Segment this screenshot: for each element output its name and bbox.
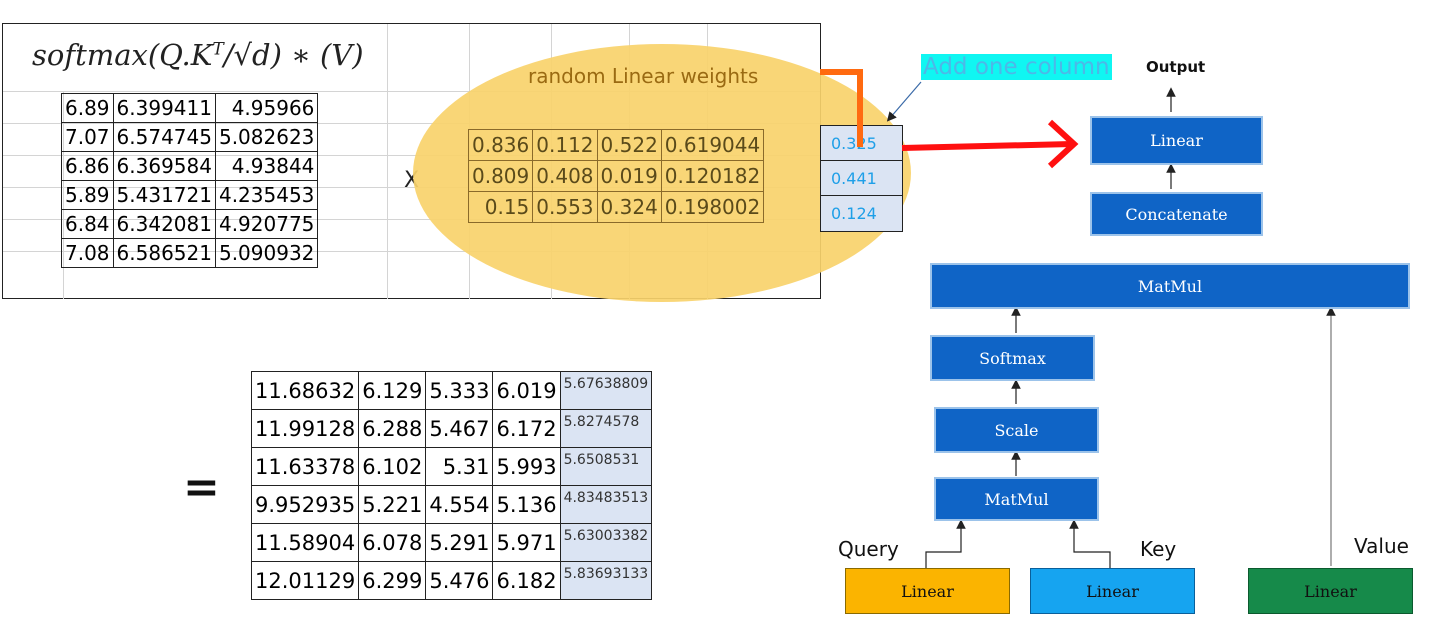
cell[interactable]: 9.952935: [250, 485, 360, 524]
table-row: 6.84 6.342081 4.920775: [61, 209, 319, 239]
cell[interactable]: 5.31: [425, 447, 494, 486]
cell[interactable]: 0.836: [467, 129, 534, 161]
cell[interactable]: 0.553: [532, 191, 598, 223]
cell[interactable]: 0.809: [467, 160, 534, 192]
arrow-key-to-matmul: [1069, 519, 1111, 568]
cell[interactable]: 0.198002: [660, 191, 765, 223]
cell[interactable]: 6.078: [358, 523, 427, 562]
cell[interactable]: 0.619044: [660, 129, 765, 161]
extra-cell[interactable]: 5.67638809: [559, 371, 653, 410]
key-label: Key: [1140, 537, 1177, 561]
arrow-query-to-matmul: [925, 519, 966, 568]
cell[interactable]: 0.112: [532, 129, 598, 161]
table-row: 11.68632 6.129 5.333 6.019 5.67638809: [250, 371, 653, 410]
scale-block: Scale: [934, 407, 1099, 453]
qk-matrix: 6.89 6.399411 4.95966 7.07 6.574745 5.082623…: [61, 93, 319, 268]
cell[interactable]: 11.63378: [250, 447, 360, 486]
cell[interactable]: 6.172: [492, 409, 561, 448]
cell[interactable]: 6.288: [358, 409, 427, 448]
linear-query-block: Linear: [845, 568, 1010, 614]
callout-pointer: [886, 81, 922, 122]
cell[interactable]: 5.082623: [214, 122, 319, 152]
cell[interactable]: 4.93844: [214, 151, 319, 181]
table-row: 0.836 0.112 0.522 0.619044: [467, 129, 765, 161]
cell[interactable]: 7.07: [61, 122, 114, 152]
output-label: Output: [1146, 58, 1206, 76]
table-row: 11.99128 6.288 5.467 6.172 5.8274578: [250, 409, 653, 448]
added-cell[interactable]: 0.441: [821, 161, 902, 196]
query-label: Query: [838, 537, 899, 561]
cell[interactable]: 5.431721: [112, 180, 216, 210]
cell[interactable]: 5.291: [425, 523, 494, 562]
cell[interactable]: 6.129: [358, 371, 427, 410]
cell[interactable]: 11.68632: [250, 371, 360, 410]
table-row: 12.01129 6.299 5.476 6.182 5.83693133: [250, 561, 653, 600]
table-row: 11.63378 6.102 5.31 5.993 5.6508531: [250, 447, 653, 486]
table-row: 11.58904 6.078 5.291 5.971 5.63003382: [250, 523, 653, 562]
softmax-block: Softmax: [930, 335, 1095, 381]
table-row: 6.86 6.369584 4.93844: [61, 151, 319, 181]
cell[interactable]: 6.86: [61, 151, 114, 181]
cell[interactable]: 4.235453: [214, 180, 319, 210]
cell[interactable]: 0.408: [532, 160, 598, 192]
cell[interactable]: 5.89: [61, 180, 114, 210]
cell[interactable]: 4.554: [425, 485, 494, 524]
table-row: 9.952935 5.221 4.554 5.136 4.83483513: [250, 485, 653, 524]
cell[interactable]: 11.58904: [250, 523, 360, 562]
table-row: 5.89 5.431721 4.235453: [61, 180, 319, 210]
cell[interactable]: 5.136: [492, 485, 561, 524]
cell[interactable]: 5.467: [425, 409, 494, 448]
linear-top-block: Linear: [1090, 116, 1263, 165]
cell[interactable]: 0.522: [596, 129, 662, 161]
linear-key-block: Linear: [1030, 568, 1195, 614]
weights-matrix: 0.836 0.112 0.522 0.619044 0.809 0.408 0.019 0…: [467, 129, 765, 223]
cell[interactable]: 6.89: [61, 93, 114, 123]
red-arrow-line: [901, 141, 1073, 151]
attention-formula: softmax(Q.KT/√d) ∗ (V): [32, 38, 364, 72]
table-row: 0.15 0.553 0.324 0.198002: [467, 191, 765, 223]
cell[interactable]: 12.01129: [250, 561, 360, 600]
formula-text: softmax(Q.K: [32, 38, 213, 72]
added-weight-column: 0.325 0.441 0.124: [820, 125, 903, 232]
formula-text-after: /√d) ∗ (V): [223, 38, 364, 72]
extra-cell[interactable]: 5.8274578: [559, 409, 653, 448]
cell[interactable]: 6.182: [492, 561, 561, 600]
extra-cell[interactable]: 4.83483513: [559, 485, 653, 524]
cell[interactable]: 7.08: [61, 238, 114, 268]
cell[interactable]: 0.019: [596, 160, 662, 192]
result-matrix: 11.68632 6.129 5.333 6.019 5.67638809 11.991…: [250, 371, 653, 600]
extra-cell[interactable]: 5.6508531: [559, 447, 653, 486]
cell[interactable]: 5.971: [492, 523, 561, 562]
added-cell[interactable]: 0.124: [821, 196, 902, 231]
matmul-top-block: MatMul: [930, 263, 1410, 309]
cell[interactable]: 0.120182: [660, 160, 765, 192]
cell[interactable]: 5.090932: [214, 238, 319, 268]
linear-value-block: Linear: [1248, 568, 1413, 614]
red-arrow-head: [1047, 119, 1079, 169]
extra-cell[interactable]: 5.83693133: [559, 561, 653, 600]
matmul-bottom-block: MatMul: [934, 477, 1099, 521]
cell[interactable]: 5.221: [358, 485, 427, 524]
cell[interactable]: 0.324: [596, 191, 662, 223]
table-row: 7.08 6.586521 5.090932: [61, 238, 319, 268]
table-row: 0.809 0.408 0.019 0.120182: [467, 160, 765, 192]
cell[interactable]: 5.476: [425, 561, 494, 600]
cell[interactable]: 6.299: [358, 561, 427, 600]
formula-superscript: T: [212, 39, 224, 60]
equals-sign: =: [183, 462, 220, 513]
cell[interactable]: 11.99128: [250, 409, 360, 448]
cell[interactable]: 5.333: [425, 371, 494, 410]
weights-title: random Linear weights: [528, 64, 759, 88]
extra-cell[interactable]: 5.63003382: [559, 523, 653, 562]
cell[interactable]: 6.369584: [112, 151, 216, 181]
value-label: Value: [1354, 534, 1409, 558]
cell[interactable]: 6.019: [492, 371, 561, 410]
cell[interactable]: 6.102: [358, 447, 427, 486]
concatenate-block: Concatenate: [1090, 192, 1263, 236]
add-column-label: Add one column: [921, 54, 1112, 80]
orange-connector: [820, 69, 863, 147]
cell[interactable]: 4.920775: [214, 209, 319, 239]
